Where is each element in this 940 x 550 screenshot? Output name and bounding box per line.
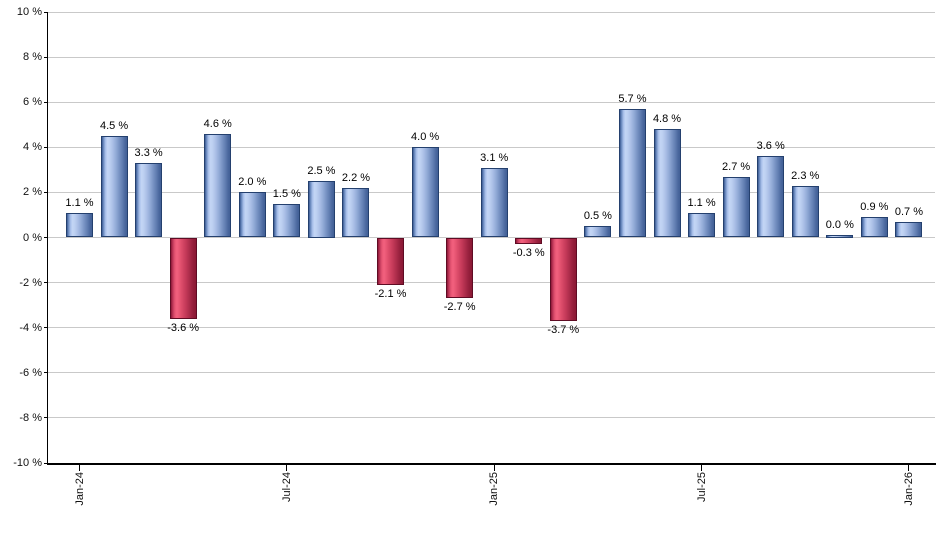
bar-value-label-Jun-24: 2.0 %	[238, 176, 267, 189]
gridline-4%	[47, 146, 935, 148]
bar-value-label-Aug-25: 2.7 %	[722, 160, 751, 173]
bar-value-label-Nov-24: 4.0 %	[411, 131, 440, 144]
y-axis	[47, 12, 48, 464]
gridline-6%	[47, 101, 935, 103]
bar-Sep-25	[757, 156, 785, 238]
bar-value-label-May-24: 4.6 %	[203, 117, 232, 130]
bar-Jan-24	[66, 212, 93, 238]
bar-Nov-25	[826, 235, 854, 238]
y-axis-tick	[43, 11, 48, 13]
bar-value-label-Feb-24: 4.5 %	[99, 120, 129, 133]
bar-value-label-Oct-25: 2.3 %	[791, 169, 820, 182]
bar-May-24	[204, 133, 232, 238]
bar-May-25	[618, 108, 646, 238]
gridline--8%	[47, 417, 935, 419]
bar-value-label-Sep-24: 2.2 %	[341, 171, 371, 184]
x-axis-tick-Jan-26	[908, 464, 910, 471]
bar-Aug-24	[307, 181, 335, 238]
bar-value-label-Apr-24: -3.6 %	[167, 321, 200, 334]
y-axis-tick	[43, 101, 48, 103]
gridline--6%	[47, 372, 935, 374]
y-axis-tick	[43, 237, 48, 238]
bar-value-label-Apr-25: 0.5 %	[583, 210, 612, 223]
y-axis-label: -2 %	[19, 276, 42, 289]
gridline--2%	[47, 282, 935, 284]
y-axis-tick	[43, 372, 48, 374]
x-axis-label-Jan-26: Jan-26	[902, 472, 915, 506]
bar-Jul-24	[273, 203, 301, 238]
bar-value-label-Jan-24: 1.1 %	[65, 196, 94, 209]
y-axis-tick	[43, 282, 48, 284]
y-axis-label: 4 %	[23, 141, 42, 154]
bar-value-label-May-25: 5.7 %	[618, 92, 647, 105]
bar-value-label-Jan-26: 0.7 %	[894, 205, 923, 218]
bar-Oct-25	[791, 185, 819, 238]
bar-value-label-Oct-24: -2.1 %	[374, 287, 407, 300]
x-axis-label-Jul-24: Jul-24	[280, 472, 293, 502]
x-axis-tick-Jul-25	[701, 464, 703, 471]
bar-Dec-25	[860, 217, 888, 238]
y-axis-label: 8 %	[23, 51, 42, 64]
y-axis-tick	[43, 146, 48, 148]
bar-Dec-24	[446, 237, 474, 299]
x-axis-tick-Jul-24	[286, 464, 288, 471]
bar-Mar-25	[549, 237, 577, 321]
y-axis-label: -8 %	[19, 411, 42, 424]
bar-Nov-24	[411, 147, 439, 238]
x-axis-label-Jul-25: Jul-25	[695, 472, 708, 502]
bar-Jan-26	[895, 221, 923, 238]
y-axis-tick	[43, 327, 48, 329]
bar-value-label-Mar-25: -3.7 %	[547, 323, 580, 336]
bar-value-label-Jan-25: 3.1 %	[480, 151, 509, 164]
bar-Jan-25	[480, 167, 508, 238]
y-axis-label: -10 %	[13, 457, 42, 469]
y-axis-tick	[43, 462, 48, 464]
bar-Feb-25	[515, 237, 543, 245]
bar-Mar-24	[135, 163, 163, 238]
bar-value-label-Aug-24: 2.5 %	[307, 165, 336, 178]
bar-Apr-25	[584, 226, 612, 238]
y-axis-label: 10 %	[16, 6, 42, 18]
bar-Sep-24	[342, 187, 370, 238]
bar-value-label-Jul-24: 1.5 %	[272, 187, 301, 200]
bar-value-label-Jun-25: 4.8 %	[652, 113, 682, 126]
bar-value-label-Feb-25: -0.3 %	[512, 247, 545, 260]
bar-value-label-Dec-25: 0.9 %	[860, 201, 889, 214]
bar-value-label-Mar-24: 3.3 %	[134, 147, 163, 160]
gridline-10%	[47, 11, 935, 13]
bar-value-label-Dec-24: -2.7 %	[443, 301, 476, 314]
y-axis-label: 6 %	[23, 96, 42, 109]
y-axis-tick	[43, 56, 48, 58]
y-axis-tick	[43, 417, 48, 419]
gridline-8%	[47, 56, 935, 58]
bar-value-label-Nov-25: 0.0 %	[825, 219, 854, 231]
x-axis-label-Jan-25: Jan-25	[488, 472, 501, 506]
x-axis-tick-Jan-24	[79, 464, 80, 471]
y-axis-label: -6 %	[19, 366, 42, 379]
bar-value-label-Sep-25: 3.6 %	[756, 140, 785, 153]
bar-value-label-Jul-25: 1.1 %	[687, 196, 716, 209]
bar-Feb-24	[100, 136, 128, 238]
gridline-0%	[47, 237, 935, 238]
bar-Oct-24	[377, 237, 405, 285]
y-axis-label: 2 %	[23, 186, 42, 199]
bar-Apr-24	[169, 237, 197, 319]
x-axis	[47, 462, 936, 465]
bar-Jul-25	[688, 212, 716, 238]
y-axis-tick	[43, 191, 48, 193]
x-axis-label-Jan-24: Jan-24	[73, 472, 86, 506]
bar-Aug-25	[722, 176, 750, 238]
y-axis-label: 0 %	[23, 231, 42, 244]
y-axis-label: -4 %	[19, 321, 42, 334]
bar-Jun-24	[238, 192, 266, 238]
x-axis-tick-Jan-25	[493, 464, 495, 471]
bar-Jun-25	[653, 129, 681, 238]
gridline--4%	[47, 327, 935, 329]
